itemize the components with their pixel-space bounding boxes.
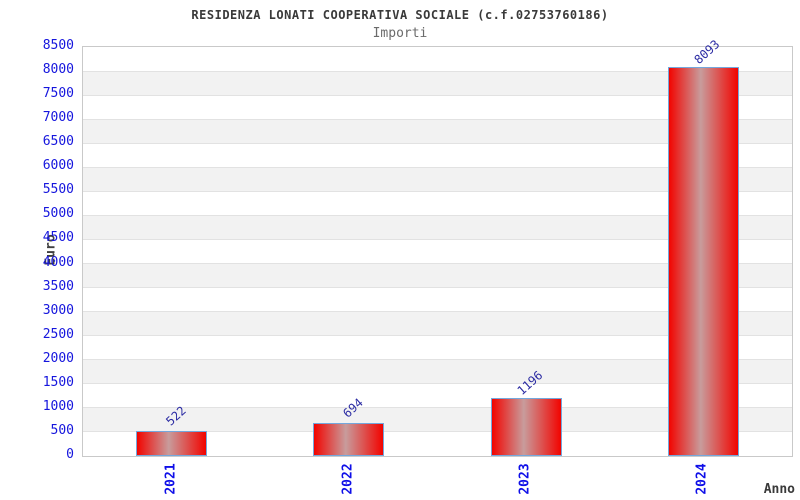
y-tick-label: 4500: [42, 230, 74, 246]
plot-area: [82, 46, 793, 457]
gridline: [83, 335, 792, 337]
y-tick-label: 500: [50, 422, 74, 438]
bar-2021: [136, 430, 208, 456]
y-tick-label: 4000: [42, 254, 74, 270]
y-tick-label: 2500: [42, 326, 74, 342]
gridline: [83, 142, 792, 144]
gridline: [83, 407, 792, 409]
gridline: [83, 70, 792, 72]
bar-2022: [313, 422, 385, 456]
gridline: [83, 94, 792, 96]
gridline: [83, 190, 792, 192]
x-axis-label: Anno: [763, 482, 795, 497]
y-tick-label: 0: [66, 447, 74, 462]
gridline: [83, 166, 792, 168]
y-tick-label: 6000: [42, 158, 74, 174]
y-tick-label: 8500: [42, 38, 74, 53]
gridline: [83, 431, 792, 433]
y-tick-label: 7000: [42, 110, 74, 126]
x-tick-label: 2024: [694, 463, 710, 495]
gridline: [83, 359, 792, 361]
bar-2023: [490, 398, 562, 456]
y-tick-label: 2000: [42, 350, 74, 366]
gridline: [83, 238, 792, 240]
gridline: [83, 383, 792, 385]
chart-subtitle: Importi: [372, 26, 428, 41]
gridline: [83, 287, 792, 289]
y-tick-label: 5500: [42, 182, 74, 198]
gridline: [83, 311, 792, 313]
gridline: [83, 118, 792, 120]
y-tick-label: 1000: [42, 398, 74, 414]
chart-title: RESIDENZA LONATI COOPERATIVA SOCIALE (c.…: [191, 8, 609, 22]
y-tick-label: 3000: [42, 302, 74, 318]
gridline: [83, 214, 792, 216]
x-tick-label: 2021: [163, 463, 179, 495]
y-tick-label: 5000: [42, 206, 74, 222]
y-tick-label: 6500: [42, 134, 74, 150]
y-tick-label: 7500: [42, 86, 74, 102]
gridline: [83, 263, 792, 265]
x-tick-label: 2023: [517, 463, 533, 495]
bar-2024: [667, 66, 739, 456]
y-tick-label: 3500: [42, 278, 74, 294]
x-tick-label: 2022: [340, 463, 356, 495]
y-tick-label: 8000: [42, 62, 74, 78]
y-tick-label: 1500: [42, 374, 74, 390]
